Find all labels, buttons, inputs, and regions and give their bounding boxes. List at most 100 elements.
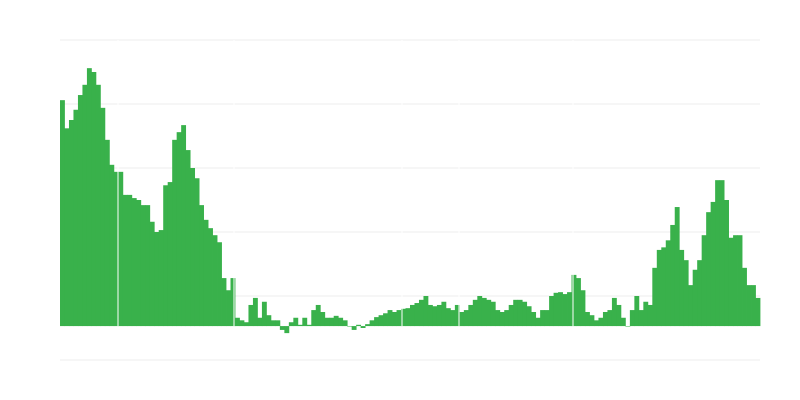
bar <box>275 320 281 327</box>
bar <box>77 95 83 327</box>
bar <box>91 72 97 327</box>
bar <box>629 310 635 327</box>
bar <box>127 194 133 327</box>
bar <box>221 278 227 327</box>
bar <box>199 205 204 327</box>
bar <box>450 310 456 327</box>
bar <box>468 304 474 327</box>
bar <box>526 306 532 327</box>
bar <box>513 299 519 327</box>
bar <box>217 242 222 327</box>
bar <box>454 304 460 327</box>
bar <box>109 164 115 327</box>
bar <box>540 310 546 327</box>
bar <box>647 304 653 327</box>
bar <box>369 320 375 327</box>
bar <box>549 296 554 327</box>
bar <box>401 308 406 327</box>
bar <box>710 201 716 327</box>
bar <box>517 299 523 327</box>
bar <box>499 312 505 327</box>
bar <box>167 182 173 327</box>
bar <box>490 301 496 327</box>
bar <box>392 312 397 327</box>
bar <box>670 224 676 327</box>
bar <box>185 150 191 327</box>
bar <box>226 290 231 327</box>
bar <box>751 285 756 327</box>
bar <box>342 320 348 327</box>
bar <box>643 301 649 327</box>
bar <box>365 324 371 327</box>
bar <box>293 317 299 327</box>
bar <box>73 109 79 327</box>
bar <box>463 310 469 327</box>
bar <box>495 310 501 327</box>
bar <box>504 310 510 327</box>
bar <box>602 312 608 327</box>
bar <box>131 198 137 327</box>
bar <box>261 301 267 327</box>
bar <box>279 326 285 330</box>
bar <box>445 308 451 327</box>
bar <box>679 249 685 327</box>
bar <box>692 269 698 327</box>
bar <box>634 296 640 327</box>
bar <box>522 301 528 327</box>
bar <box>194 178 200 327</box>
bar <box>665 240 671 327</box>
bar <box>410 304 415 327</box>
bar <box>558 292 563 327</box>
bar <box>706 212 712 327</box>
bar <box>405 308 411 327</box>
bar <box>414 303 420 327</box>
bar <box>68 120 74 327</box>
bar <box>302 317 308 327</box>
bar <box>585 312 590 327</box>
bar <box>64 128 70 327</box>
bar <box>338 317 344 327</box>
bar <box>176 132 182 327</box>
bar <box>252 297 258 327</box>
bar <box>625 326 631 327</box>
bar <box>82 84 88 327</box>
bar <box>611 297 617 327</box>
bar <box>701 235 707 327</box>
bar <box>374 317 379 327</box>
bar <box>356 324 362 327</box>
bar <box>60 100 65 327</box>
bar <box>154 232 160 327</box>
bar <box>432 306 438 327</box>
bar <box>100 107 106 327</box>
bar <box>306 324 312 327</box>
bar <box>620 317 626 327</box>
bar <box>567 292 572 327</box>
bar <box>239 320 245 327</box>
bar <box>145 205 151 327</box>
bar <box>715 180 721 327</box>
bar <box>553 292 559 327</box>
bar <box>531 312 537 327</box>
bar <box>427 304 433 327</box>
bar <box>311 310 317 327</box>
bar <box>270 320 276 327</box>
bar <box>481 297 487 327</box>
bar <box>288 322 294 327</box>
bar <box>104 139 110 327</box>
bar <box>257 317 263 327</box>
bar <box>486 299 492 327</box>
bar <box>593 320 599 327</box>
bar <box>208 228 213 327</box>
bar <box>324 317 330 327</box>
bar <box>320 312 326 327</box>
bar <box>724 200 729 327</box>
bar <box>638 310 644 327</box>
bar <box>423 296 429 327</box>
bar <box>266 315 272 327</box>
bar <box>315 304 321 327</box>
bar <box>95 84 101 327</box>
bar <box>733 235 738 327</box>
bar <box>235 317 240 327</box>
bar <box>158 230 164 327</box>
